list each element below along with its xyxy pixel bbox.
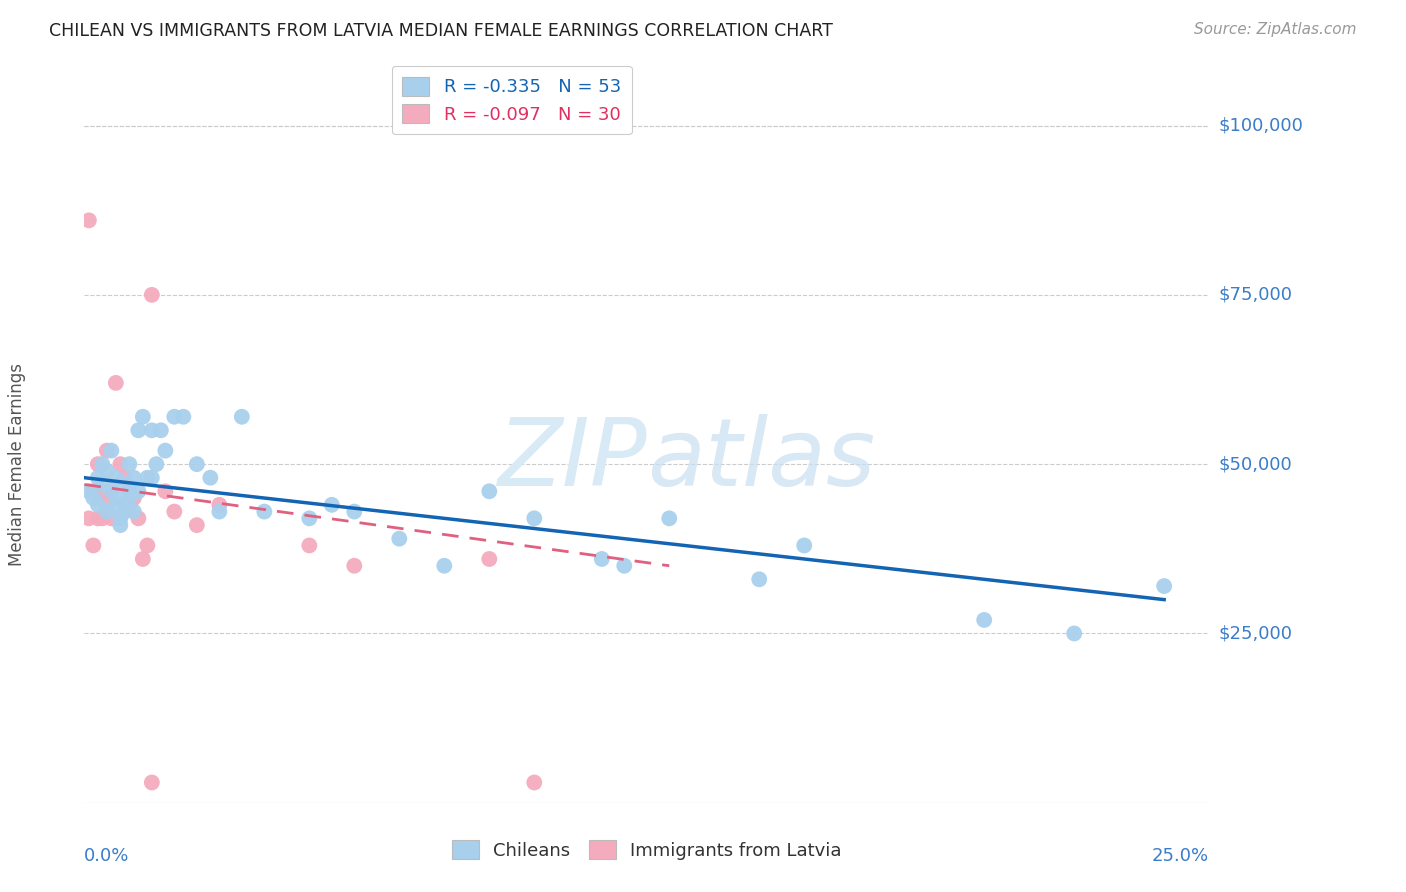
Point [104,376,127,390]
Point [91,511,114,525]
Point [163,409,186,424]
Point [100,443,122,458]
Point [1153,579,1175,593]
Point [87,511,110,525]
Point [82,491,104,505]
Point [118,491,141,505]
Text: Source: ZipAtlas.com: Source: ZipAtlas.com [1194,22,1357,37]
Point [127,511,149,525]
Text: ZIP: ZIP [498,414,647,505]
Point [613,558,636,573]
Point [321,498,343,512]
Text: CHILEAN VS IMMIGRANTS FROM LATVIA MEDIAN FEMALE EARNINGS CORRELATION CHART: CHILEAN VS IMMIGRANTS FROM LATVIA MEDIAN… [49,22,834,40]
Point [208,505,231,519]
Point [478,484,501,499]
Point [141,471,163,485]
Point [748,572,770,586]
Text: $25,000: $25,000 [1218,624,1292,642]
Point [145,457,167,471]
Point [141,288,163,302]
Point [155,443,177,458]
Point [77,511,100,525]
Point [793,538,815,552]
Point [96,498,118,512]
Point [658,511,681,525]
Point [91,457,114,471]
Point [163,505,186,519]
Point [122,471,145,485]
Point [91,484,114,499]
Point [114,505,136,519]
Point [82,484,104,499]
Point [172,409,194,424]
Point [100,511,122,525]
Point [973,613,995,627]
Point [110,457,132,471]
Point [141,423,163,437]
Point [110,491,132,505]
Point [523,775,546,789]
Point [110,511,132,525]
Point [122,491,145,505]
Point [96,464,118,478]
Point [100,484,122,499]
Legend: Chileans, Immigrants from Latvia: Chileans, Immigrants from Latvia [444,832,849,867]
Point [122,505,145,519]
Point [87,471,110,485]
Point [104,498,127,512]
Point [591,552,613,566]
Point [388,532,411,546]
Text: $50,000: $50,000 [1218,455,1292,473]
Point [96,443,118,458]
Text: 25.0%: 25.0% [1152,847,1209,865]
Point [77,484,100,499]
Text: Median Female Earnings: Median Female Earnings [8,363,25,566]
Point [100,484,122,499]
Point [104,471,127,485]
Point [155,484,177,499]
Point [114,477,136,491]
Point [298,511,321,525]
Point [523,511,546,525]
Point [1063,626,1085,640]
Text: atlas: atlas [647,414,875,505]
Point [96,505,118,519]
Point [343,558,366,573]
Point [87,457,110,471]
Point [136,471,159,485]
Point [132,409,155,424]
Point [433,558,456,573]
Point [136,538,159,552]
Point [186,457,208,471]
Point [118,457,141,471]
Point [91,477,114,491]
Point [149,423,172,437]
Point [253,505,276,519]
Point [118,484,141,499]
Point [87,498,110,512]
Point [82,538,104,552]
Point [208,498,231,512]
Point [141,775,163,789]
Point [343,505,366,519]
Point [298,538,321,552]
Text: 0.0%: 0.0% [84,847,129,865]
Point [114,471,136,485]
Point [110,518,132,533]
Point [127,484,149,499]
Point [478,552,501,566]
Point [77,213,100,227]
Text: $100,000: $100,000 [1218,117,1303,135]
Point [186,518,208,533]
Point [127,423,149,437]
Point [118,498,141,512]
Point [200,471,222,485]
Point [231,409,253,424]
Text: $75,000: $75,000 [1218,285,1292,304]
Point [132,552,155,566]
